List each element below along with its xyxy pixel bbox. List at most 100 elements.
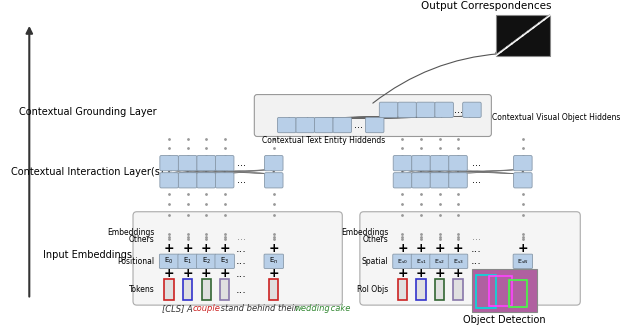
FancyBboxPatch shape (463, 102, 481, 117)
Text: E$_0$: E$_0$ (164, 256, 174, 266)
Bar (488, 276, 512, 306)
Text: cake: cake (328, 305, 350, 313)
FancyBboxPatch shape (160, 173, 179, 188)
FancyBboxPatch shape (314, 117, 333, 133)
Text: ...: ... (472, 231, 481, 241)
Text: Object Detection: Object Detection (463, 315, 546, 325)
Text: +: + (397, 242, 408, 255)
FancyBboxPatch shape (160, 156, 179, 171)
Text: ...: ... (237, 231, 246, 241)
FancyBboxPatch shape (216, 173, 234, 188)
Text: ...: ... (472, 175, 481, 185)
Text: ...: ... (237, 158, 246, 168)
Text: +: + (220, 267, 230, 280)
Text: E$_{s0}$: E$_{s0}$ (397, 257, 408, 266)
Text: E$_2$: E$_2$ (202, 256, 211, 266)
Text: +: + (201, 242, 211, 255)
Text: +: + (397, 267, 408, 280)
Bar (476, 275, 496, 308)
FancyBboxPatch shape (430, 254, 449, 268)
Bar (183, 280, 192, 300)
Bar (417, 280, 426, 300)
Bar (518, 280, 527, 300)
FancyBboxPatch shape (264, 173, 283, 188)
FancyBboxPatch shape (215, 254, 234, 268)
FancyBboxPatch shape (178, 254, 197, 268)
Text: Contextual Visual Object Hiddens: Contextual Visual Object Hiddens (492, 113, 621, 122)
Bar (496, 16, 550, 56)
Text: Tokens: Tokens (129, 285, 154, 294)
Text: ...: ... (471, 269, 482, 279)
FancyBboxPatch shape (196, 254, 216, 268)
FancyBboxPatch shape (360, 212, 580, 305)
FancyBboxPatch shape (197, 156, 216, 171)
Text: +: + (182, 267, 193, 280)
Text: Contextual Text Entity Hiddends: Contextual Text Entity Hiddends (262, 136, 385, 146)
Text: +: + (434, 267, 445, 280)
FancyBboxPatch shape (449, 156, 467, 171)
Text: ...: ... (454, 105, 463, 115)
Text: +: + (164, 267, 175, 280)
Text: Spatial: Spatial (362, 257, 388, 266)
Text: E$_{s1}$: E$_{s1}$ (415, 257, 426, 266)
Text: Contextual Grounding Layer: Contextual Grounding Layer (19, 107, 156, 117)
Text: [CLS] A: [CLS] A (162, 305, 195, 313)
Text: ...: ... (471, 244, 482, 254)
FancyBboxPatch shape (448, 254, 468, 268)
FancyBboxPatch shape (365, 117, 384, 133)
Text: ...: ... (472, 158, 481, 168)
FancyBboxPatch shape (417, 102, 435, 117)
Text: E$_{s2}$: E$_{s2}$ (434, 257, 445, 266)
FancyBboxPatch shape (430, 173, 449, 188)
Text: +: + (268, 267, 279, 280)
FancyBboxPatch shape (435, 102, 453, 117)
Bar (435, 280, 444, 300)
Text: stand behind their: stand behind their (218, 305, 301, 313)
Text: ...: ... (236, 244, 247, 254)
Text: +: + (164, 242, 175, 255)
FancyBboxPatch shape (412, 156, 430, 171)
FancyBboxPatch shape (264, 254, 284, 268)
FancyBboxPatch shape (513, 156, 532, 171)
FancyBboxPatch shape (296, 117, 314, 133)
Bar (453, 280, 463, 300)
Text: ...: ... (236, 285, 247, 295)
Text: E$_n$: E$_n$ (269, 256, 278, 266)
Text: E$_1$: E$_1$ (183, 256, 192, 266)
Text: +: + (518, 267, 528, 280)
Text: Input Embeddings: Input Embeddings (43, 250, 132, 260)
FancyBboxPatch shape (393, 156, 412, 171)
Text: ...: ... (355, 120, 364, 130)
Text: E$_3$: E$_3$ (220, 256, 229, 266)
Text: +: + (518, 242, 528, 255)
Text: +: + (434, 242, 445, 255)
Bar (398, 280, 407, 300)
Text: Others: Others (363, 235, 388, 244)
FancyBboxPatch shape (393, 254, 412, 268)
Text: ...: ... (237, 175, 246, 185)
FancyBboxPatch shape (430, 156, 449, 171)
Bar (164, 280, 173, 300)
Bar (269, 280, 278, 300)
Text: Embeddings: Embeddings (341, 228, 388, 237)
FancyBboxPatch shape (278, 117, 296, 133)
FancyBboxPatch shape (179, 173, 197, 188)
Text: Positional: Positional (117, 257, 154, 266)
FancyBboxPatch shape (264, 156, 283, 171)
FancyBboxPatch shape (179, 156, 197, 171)
FancyBboxPatch shape (398, 102, 417, 117)
FancyBboxPatch shape (197, 173, 216, 188)
Text: Embeddings: Embeddings (107, 228, 154, 237)
Text: RoI Objs: RoI Objs (357, 285, 388, 294)
FancyBboxPatch shape (393, 173, 412, 188)
Text: E$_{s3}$: E$_{s3}$ (452, 257, 463, 266)
Text: E$_{sN}$: E$_{sN}$ (517, 257, 529, 266)
Text: ...: ... (471, 256, 482, 266)
Text: +: + (182, 242, 193, 255)
Text: +: + (220, 242, 230, 255)
Text: +: + (201, 267, 211, 280)
FancyBboxPatch shape (513, 173, 532, 188)
Bar (202, 280, 211, 300)
FancyBboxPatch shape (133, 212, 342, 305)
Text: Output Correspondences: Output Correspondences (420, 1, 551, 11)
